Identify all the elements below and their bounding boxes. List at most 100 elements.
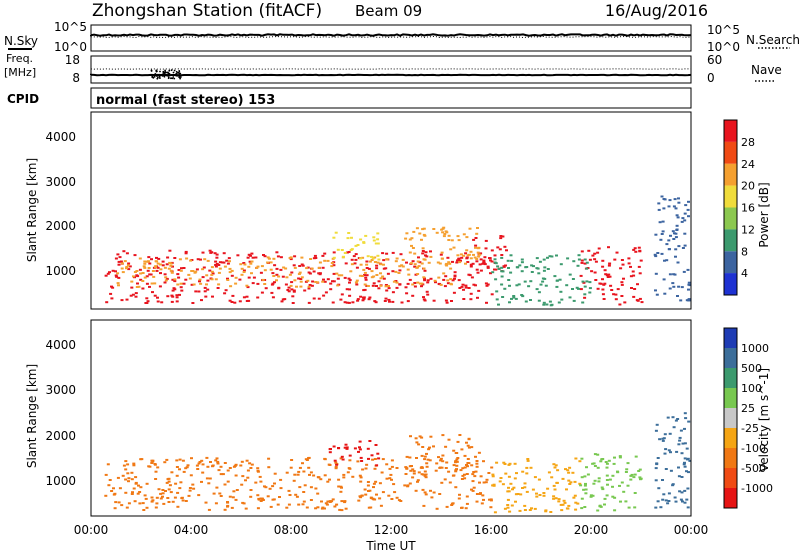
power-ylabel: Slant Range [km] [25,158,39,262]
heatmap-cell [246,477,249,479]
heatmap-cell [364,289,367,291]
heatmap-cell [589,259,592,261]
station-title: Zhongshan Station (fitACF) [92,1,322,21]
heatmap-cell [144,494,147,496]
heatmap-cell [605,461,608,463]
heatmap-cell [675,420,678,422]
heatmap-cell [426,291,429,293]
heatmap-cell [332,302,335,304]
heatmap-cell [190,457,193,459]
heatmap-cell [349,270,352,272]
heatmap-cell [211,296,214,298]
heatmap-cell [292,302,295,304]
heatmap-cell [583,506,586,508]
heatmap-cell [470,257,473,259]
heatmap-cell [179,481,182,483]
heatmap-cell [229,467,232,469]
heatmap-cell [439,263,442,265]
heatmap-cell [655,467,658,469]
heatmap-cell [455,465,458,467]
heatmap-cell [467,458,470,460]
heatmap-cell [508,490,511,492]
heatmap-cell [380,505,383,507]
heatmap-cell [272,275,275,277]
heatmap-cell [446,302,449,304]
heatmap-cell [246,300,249,302]
heatmap-cell [170,262,173,264]
heatmap-cell [340,500,343,502]
heatmap-cell [584,492,587,494]
heatmap-cell [297,474,300,476]
heatmap-cell [104,495,107,497]
heatmap-cell [534,476,537,478]
heatmap-cell [427,279,430,281]
heatmap-cell [622,491,625,493]
heatmap-cell [415,490,418,492]
heatmap-cell [290,281,293,283]
heatmap-cell [340,487,343,489]
heatmap-cell [383,278,386,280]
heatmap-cell [413,470,416,472]
heatmap-cell [448,263,451,265]
heatmap-cell [313,298,316,300]
heatmap-cell [456,457,459,459]
heatmap-cell [387,495,390,497]
heatmap-cell [424,456,427,458]
heatmap-cell [449,482,452,484]
heatmap-cell [116,272,119,274]
heatmap-cell [444,446,447,448]
heatmap-cell [256,297,259,299]
heatmap-cell [535,267,538,269]
heatmap-cell [202,252,205,254]
heatmap-cell [217,287,220,289]
heatmap-cell [333,257,336,259]
heatmap-cell [272,258,275,260]
heatmap-cell [138,286,141,288]
heatmap-cell [221,261,224,263]
heatmap-cell [147,256,150,258]
heatmap-cell [677,467,680,469]
heatmap-cell [348,282,351,284]
heatmap-cell [422,296,425,298]
heatmap-cell [511,488,514,490]
heatmap-cell [159,285,162,287]
heatmap-cell [143,261,146,263]
heatmap-cell [611,486,614,488]
heatmap-cell [583,475,586,477]
heatmap-cell [585,268,588,270]
heatmap-cell [121,268,124,270]
heatmap-cell [521,270,524,272]
heatmap-cell [681,476,684,478]
freq-scatter-point [164,76,166,78]
heatmap-cell [141,288,144,290]
heatmap-cell [604,269,607,271]
heatmap-cell [216,457,219,459]
heatmap-cell [208,509,211,511]
heatmap-cell [537,272,540,274]
heatmap-cell [345,444,348,446]
heatmap-cell [126,472,129,474]
heatmap-cell [607,246,610,248]
heatmap-cell [334,460,337,462]
heatmap-cell [110,490,113,492]
heatmap-cell [672,238,675,240]
heatmap-cell [417,256,420,258]
heatmap-cell [598,283,601,285]
heatmap-cell [481,494,484,496]
heatmap-cell [411,476,414,478]
heatmap-cell [155,257,158,259]
heatmap-cell [432,228,435,230]
heatmap-cell [381,252,384,254]
heatmap-cell [194,290,197,292]
heatmap-cell [453,278,456,280]
freq-scatter-point [151,70,153,72]
heatmap-cell [182,460,185,462]
heatmap-cell [375,444,378,446]
heatmap-cell [460,507,463,509]
heatmap-cell [156,497,159,499]
heatmap-cell [309,273,312,275]
heatmap-cell [621,482,624,484]
power-ytick-4000: 4000 [45,130,76,144]
heatmap-cell [554,489,557,491]
heatmap-cell [478,254,481,256]
